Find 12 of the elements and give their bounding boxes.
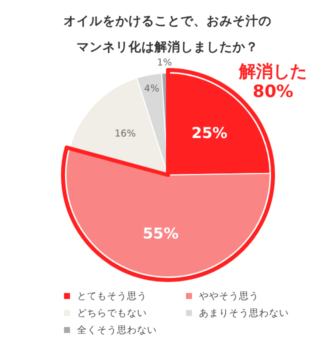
chart-title: オイルをかけることで、おみそ汁のマンネリ化は解消しましたか？	[64, 13, 272, 54]
data-label: 4%	[144, 83, 160, 94]
legend-label: あまりそう思わない	[199, 308, 289, 319]
legend-label: 全くそう思わない	[77, 325, 157, 336]
legend-label: とてもそう思う	[77, 291, 147, 302]
data-label: 1%	[156, 57, 172, 68]
legend-label: ややそう思う	[199, 291, 259, 302]
data-label: 55%	[142, 224, 179, 243]
legend-label: どちらでもない	[77, 308, 147, 319]
data-label: 25%	[192, 124, 228, 142]
text: 解消した 80%	[238, 62, 308, 102]
data-label: 16%	[114, 128, 136, 140]
